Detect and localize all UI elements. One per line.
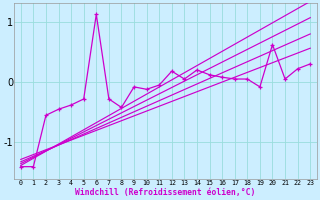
X-axis label: Windchill (Refroidissement éolien,°C): Windchill (Refroidissement éolien,°C): [75, 188, 256, 197]
